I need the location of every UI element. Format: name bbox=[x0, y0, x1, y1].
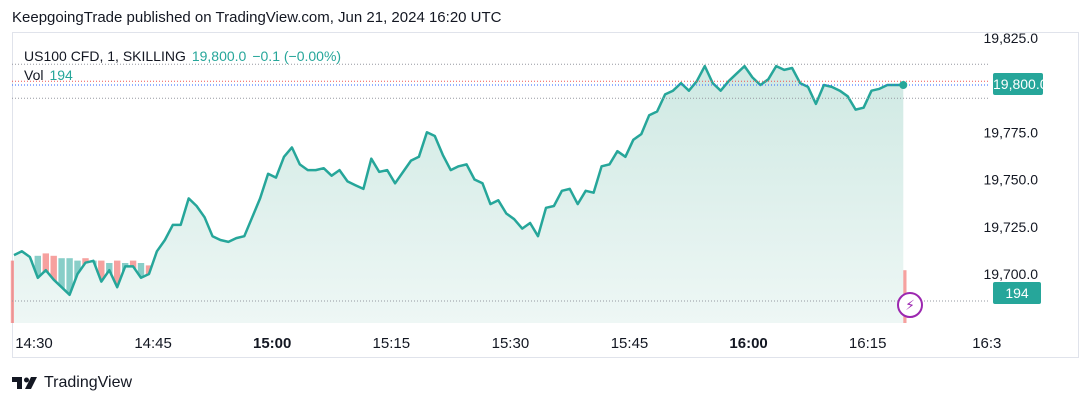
time-tick-label: 15:15 bbox=[373, 335, 411, 352]
symbol-label[interactable]: US100 CFD, 1, SKILLING bbox=[24, 48, 186, 64]
price-tick-label: 19,775.0 bbox=[984, 124, 1039, 140]
publish-caption: KeepgoingTrade published on TradingView.… bbox=[12, 9, 502, 26]
last-price-dot bbox=[899, 81, 908, 89]
time-tick-label: 14:45 bbox=[134, 335, 172, 352]
volume-value: 194 bbox=[49, 67, 73, 83]
price-tick-label: 19,750.0 bbox=[984, 172, 1039, 188]
brand-name: TradingView bbox=[44, 374, 133, 391]
chart-legend: US100 CFD, 1, SKILLING 19,800.0 −0.1 (−0.0… bbox=[24, 47, 341, 85]
last-price-value: 19,800.0 bbox=[191, 48, 247, 64]
price-tick-label: 19,825.0 bbox=[984, 30, 1039, 46]
volume-axis-badge: 194 bbox=[993, 282, 1041, 304]
time-tick-label: 15:00 bbox=[253, 335, 291, 352]
price-line bbox=[13, 64, 904, 297]
legend-price-row: US100 CFD, 1, SKILLING 19,800.0 −0.1 (−0.0… bbox=[24, 47, 341, 66]
price-axis-badge: 19,800.0 bbox=[993, 73, 1048, 95]
price-axis[interactable]: 19,700.0 19,725.0 19,750.0 19,775.0 19,825.0 bbox=[984, 30, 1039, 282]
price-tick-label: 19,725.0 bbox=[984, 219, 1039, 235]
time-tick-label: 15:45 bbox=[611, 335, 649, 352]
legend-volume-row: Vol 194 bbox=[24, 66, 341, 85]
time-tick-label: 14:30 bbox=[15, 335, 53, 352]
price-change-value: −0.1 (−0.00%) bbox=[252, 48, 342, 64]
volume-label[interactable]: Vol bbox=[24, 67, 44, 83]
tradingview-logo-icon bbox=[12, 377, 37, 389]
volume-bar bbox=[66, 258, 73, 323]
time-axis[interactable]: 14:30 14:45 15:00 15:15 15:30 15:45 16:00 16:15… bbox=[15, 335, 1001, 352]
lightning-bolt-icon[interactable]: ⚡ bbox=[897, 292, 923, 318]
time-tick-label: 16:15 bbox=[849, 335, 887, 352]
tradingview-brand[interactable]: TradingView bbox=[12, 374, 132, 392]
price-area-fill bbox=[14, 66, 904, 323]
time-tick-label: 16:00 bbox=[729, 335, 767, 352]
chart-frame bbox=[12, 32, 1079, 358]
time-tick-label: 16:3 bbox=[972, 335, 1001, 352]
price-tick-label: 19,700.0 bbox=[984, 266, 1039, 282]
time-tick-label: 15:30 bbox=[492, 335, 530, 352]
